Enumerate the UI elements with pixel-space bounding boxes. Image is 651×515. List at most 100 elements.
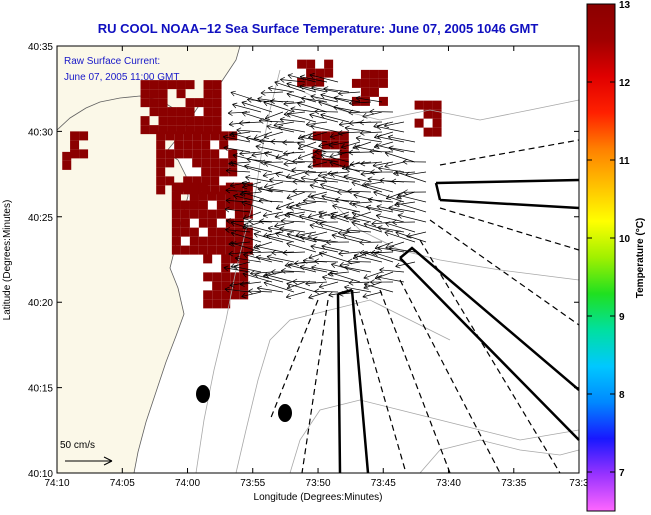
sst-pixel — [183, 176, 193, 186]
current-vector — [255, 144, 284, 153]
sst-pixel — [62, 151, 72, 161]
current-vector — [259, 218, 284, 225]
current-vector — [270, 98, 295, 105]
current-vector — [239, 150, 262, 157]
sst-pixel — [221, 281, 231, 291]
current-vector — [363, 271, 383, 280]
current-vector — [286, 201, 306, 210]
current-vector — [232, 153, 262, 163]
y-tick-label: 40:30 — [28, 127, 53, 138]
current-vector — [347, 258, 372, 265]
current-vector — [307, 161, 328, 169]
sst-pixel — [185, 98, 195, 108]
sst-pixel — [79, 131, 89, 141]
current-vector — [366, 204, 394, 213]
sst-pixel — [212, 290, 222, 300]
current-vector — [309, 183, 339, 193]
sst-pixel — [70, 149, 80, 159]
sst-pixel — [203, 116, 213, 126]
sst-pixel — [171, 182, 181, 192]
current-vector — [226, 218, 251, 224]
sst-pixel — [192, 176, 202, 186]
colorbar-tick-label: 9 — [619, 312, 625, 323]
current-vector — [359, 239, 383, 246]
current-vector — [329, 160, 361, 173]
sst-pixel — [194, 98, 204, 108]
sst-pixel — [201, 149, 211, 159]
current-vector — [223, 265, 251, 273]
y-tick-label: 40:10 — [28, 469, 53, 480]
current-vector — [326, 239, 350, 246]
current-vector — [286, 281, 317, 293]
sst-pixel — [198, 245, 208, 255]
sst-pixel — [156, 158, 166, 168]
sst-pixel — [360, 78, 370, 88]
sst-pixel — [167, 125, 177, 135]
sst-pixel — [339, 131, 349, 141]
current-vector — [241, 111, 273, 123]
current-vector — [385, 221, 416, 233]
current-vector — [270, 138, 295, 145]
sst-pixel — [180, 218, 190, 228]
current-vector — [384, 151, 416, 163]
sst-pixel — [228, 149, 238, 159]
sst-pixel — [216, 191, 226, 201]
sst-pixel — [70, 131, 80, 141]
sst-pixel — [171, 245, 181, 255]
current-vector — [230, 231, 262, 243]
sst-pixel — [423, 109, 433, 119]
current-vector — [402, 158, 427, 165]
current-vector — [233, 193, 262, 203]
sst-pixel — [165, 176, 175, 186]
current-vector — [256, 285, 284, 293]
sst-pixel — [183, 149, 193, 159]
current-vector — [268, 186, 295, 193]
sst-pixel — [194, 116, 204, 126]
sst-pixel — [230, 254, 240, 264]
current-vector — [322, 174, 350, 183]
x-tick-label: 74:05 — [110, 478, 135, 489]
sst-pixel — [176, 116, 186, 126]
sst-pixel — [174, 140, 184, 150]
sst-pixel — [423, 127, 433, 137]
current-vector — [263, 280, 295, 293]
current-vector — [339, 261, 361, 268]
current-vector — [359, 119, 383, 126]
current-vector — [251, 151, 273, 158]
current-vector — [223, 145, 251, 153]
current-vector — [238, 120, 262, 126]
lane-dashed — [429, 219, 580, 326]
current-vector — [338, 250, 361, 257]
sst-pixel — [70, 140, 80, 150]
current-vector — [222, 134, 251, 143]
sst-pixel — [192, 131, 202, 141]
current-vector — [285, 291, 306, 299]
current-vector — [241, 180, 273, 193]
current-vector — [384, 161, 405, 169]
current-vector — [333, 104, 361, 113]
sst-pixel — [180, 182, 190, 192]
sst-pixel — [201, 176, 211, 186]
colorbar-tick-label: 10 — [619, 234, 631, 245]
sst-pixel — [321, 158, 331, 168]
lane-dashed — [439, 139, 580, 166]
current-vector — [387, 134, 416, 143]
current-vector — [308, 251, 328, 260]
sst-pixel — [234, 209, 244, 219]
sst-pixel — [432, 118, 442, 128]
current-vector — [256, 254, 284, 263]
current-vector — [282, 249, 306, 256]
sst-pixel — [156, 176, 166, 186]
current-vector — [280, 268, 306, 274]
depth-contour — [299, 89, 580, 121]
sst-pixel — [158, 98, 168, 108]
current-vector — [318, 141, 339, 149]
current-vector — [370, 169, 394, 175]
current-vector — [255, 244, 284, 253]
current-vector — [354, 144, 383, 153]
sst-pixel — [203, 107, 213, 117]
lane-dashed — [419, 239, 561, 474]
current-vector — [310, 94, 339, 103]
current-vector — [373, 190, 405, 203]
sst-pixel — [432, 127, 442, 137]
